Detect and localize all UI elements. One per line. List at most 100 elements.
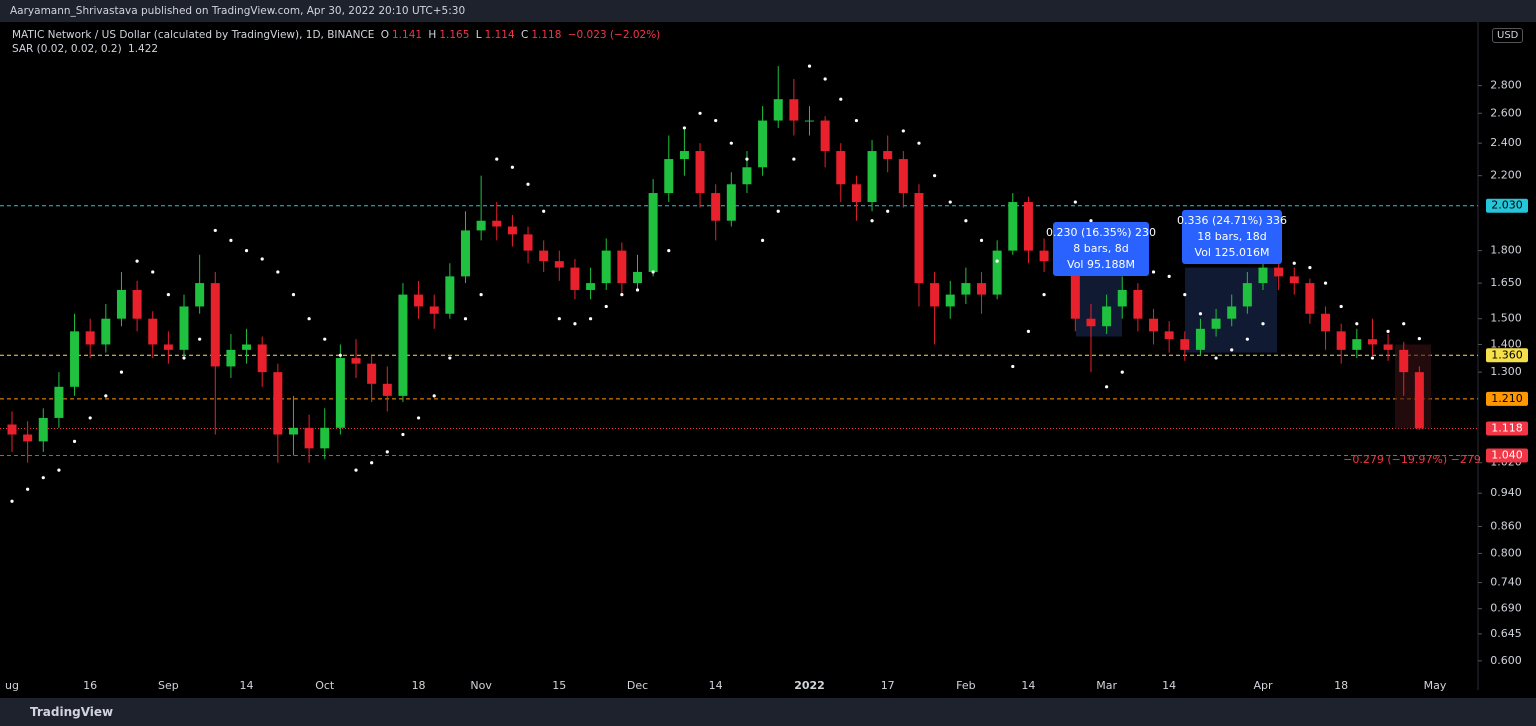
symbol-line: MATIC Network / US Dollar (calculated by… bbox=[12, 28, 663, 42]
x-tick-label: 18 bbox=[1334, 679, 1348, 692]
sar-dot bbox=[463, 317, 468, 321]
sar-dot bbox=[213, 228, 217, 233]
measure-label: 0.230 (16.35%) 230 bbox=[1046, 226, 1156, 239]
sar-dot bbox=[495, 157, 499, 161]
c-label: C bbox=[520, 29, 529, 41]
sar-dot bbox=[542, 209, 546, 213]
candle-body bbox=[70, 331, 80, 387]
candle-body bbox=[1414, 372, 1424, 429]
candle-body bbox=[789, 99, 799, 121]
x-tick-label: Sep bbox=[158, 679, 179, 692]
sar-dot bbox=[104, 394, 108, 398]
publisher-bar: Aaryamann_Shrivastava published on Tradi… bbox=[0, 0, 1536, 22]
candle-body bbox=[1133, 289, 1143, 319]
sar-dot bbox=[714, 118, 718, 123]
candle-body bbox=[805, 120, 815, 122]
candle-body bbox=[507, 226, 517, 235]
level-label: 1.210 bbox=[1491, 392, 1523, 405]
y-tick-label: 2.800 bbox=[1490, 79, 1522, 92]
sar-dot bbox=[573, 322, 577, 326]
o-label: O bbox=[380, 29, 389, 41]
sar-dot bbox=[1308, 265, 1312, 270]
sar-dot bbox=[1370, 356, 1375, 360]
y-tick-label: 0.860 bbox=[1490, 519, 1522, 532]
candle-body bbox=[726, 184, 736, 221]
sar-dot bbox=[1323, 281, 1328, 285]
x-tick-label: ug bbox=[5, 679, 19, 692]
sar-dot bbox=[933, 174, 937, 178]
x-tick-label: 14 bbox=[709, 679, 723, 692]
sar-dot bbox=[1089, 219, 1093, 223]
sar-dot bbox=[792, 157, 796, 161]
sar-dot bbox=[307, 317, 311, 321]
sar-dot bbox=[401, 432, 405, 437]
candle-body bbox=[1274, 267, 1284, 277]
candle-body bbox=[1102, 306, 1112, 327]
sar-dot bbox=[385, 450, 389, 454]
candle-body bbox=[1383, 344, 1393, 350]
candle-body bbox=[414, 294, 424, 307]
candle-body bbox=[163, 344, 173, 350]
sar-dot bbox=[620, 293, 624, 297]
candle-body bbox=[335, 358, 345, 428]
sar-dot bbox=[323, 337, 327, 341]
sar-dot bbox=[72, 439, 77, 443]
candle-body bbox=[883, 151, 893, 160]
candle-body bbox=[945, 294, 955, 307]
sar-dot bbox=[979, 238, 984, 242]
x-tick-label: 14 bbox=[240, 679, 254, 692]
candle-body bbox=[226, 349, 236, 367]
measure-area bbox=[1076, 271, 1122, 337]
sar-dot bbox=[1183, 293, 1187, 297]
candle-body bbox=[1242, 283, 1252, 307]
sar-dot bbox=[745, 157, 749, 161]
sar-dot bbox=[760, 238, 765, 242]
sar-dot bbox=[119, 370, 124, 374]
sar-dot bbox=[651, 270, 655, 274]
sar-dot bbox=[995, 259, 999, 263]
x-tick-label: Dec bbox=[627, 679, 648, 692]
x-tick-label: 18 bbox=[412, 679, 426, 692]
candle-body bbox=[1305, 283, 1315, 314]
candle-body bbox=[23, 434, 33, 442]
sar-dot bbox=[588, 317, 593, 321]
candle-body bbox=[664, 159, 674, 194]
sar-dot bbox=[1073, 200, 1077, 204]
sar-dot bbox=[370, 461, 374, 465]
candle-body bbox=[1399, 349, 1409, 373]
candle-body bbox=[914, 193, 924, 284]
legend: MATIC Network / US Dollar (calculated by… bbox=[12, 28, 663, 56]
sar-dot bbox=[1402, 322, 1406, 326]
x-tick-label: Nov bbox=[470, 679, 492, 692]
sar-dot bbox=[1151, 270, 1156, 274]
level-label-box bbox=[1486, 348, 1528, 363]
candle-body bbox=[601, 250, 611, 284]
candle-body bbox=[304, 427, 314, 449]
candle-body bbox=[476, 220, 486, 231]
sar-dot bbox=[57, 468, 61, 472]
candle-body bbox=[851, 184, 861, 203]
candle-body bbox=[1164, 331, 1174, 340]
candle-body bbox=[195, 283, 205, 307]
measure-label: −0.279 (−19.97%) −279 bbox=[1343, 453, 1481, 466]
y-tick-label: 1.300 bbox=[1490, 365, 1522, 378]
candle-body bbox=[992, 250, 1002, 295]
currency-button[interactable]: USD bbox=[1492, 28, 1524, 43]
sar-dot bbox=[1198, 312, 1203, 316]
x-tick-label: 17 bbox=[881, 679, 895, 692]
candle-body bbox=[1211, 318, 1221, 329]
candle-body bbox=[1117, 289, 1127, 307]
candle-body bbox=[867, 151, 877, 203]
candle-body bbox=[977, 283, 987, 295]
candle-body bbox=[617, 250, 627, 284]
sar-dot bbox=[557, 317, 561, 321]
y-tick-label: 1.800 bbox=[1490, 244, 1522, 257]
candle-body bbox=[382, 383, 392, 396]
sar-dot bbox=[135, 259, 139, 263]
candle-body bbox=[179, 306, 189, 350]
sar-dot bbox=[151, 270, 155, 274]
candle-body bbox=[1180, 339, 1190, 350]
candle-body bbox=[7, 424, 17, 435]
candle-body bbox=[1070, 240, 1080, 319]
